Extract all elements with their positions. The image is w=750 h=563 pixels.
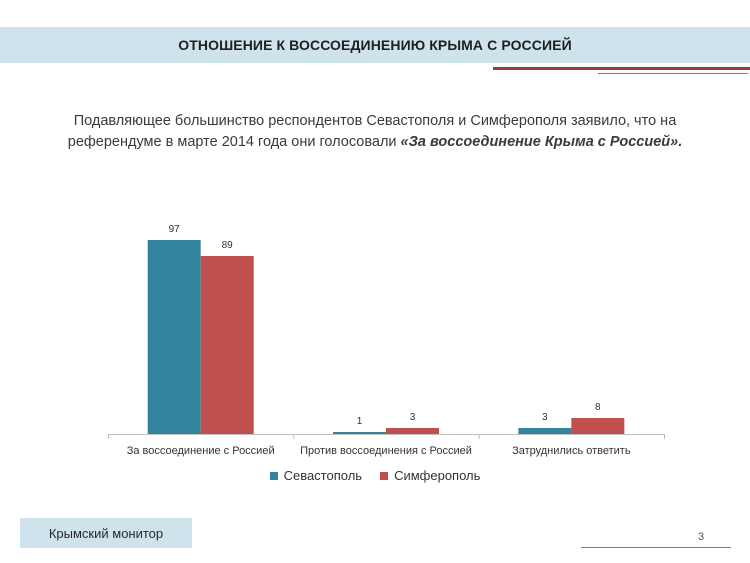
footer-brand: Крымский монитор <box>20 518 192 548</box>
legend-label-sevastopol: Севастополь <box>283 468 363 483</box>
page-title: ОТНОШЕНИЕ К ВОССОЕДИНЕНИЮ КРЫМА С РОССИЕ… <box>178 37 572 53</box>
data-label-sevastopol-1: 97 <box>169 224 181 235</box>
legend-label-simferopol: Симферополь <box>394 468 481 483</box>
title-bar: ОТНОШЕНИЕ К ВОССОЕДИНЕНИЮ КРЫМА С РОССИЕ… <box>0 27 750 63</box>
category-label-2: Против воссоединения с Россией <box>300 445 472 457</box>
data-label-sevastopol-3: 3 <box>542 412 548 423</box>
chart-legend: Севастополь Симферополь <box>0 468 750 483</box>
intro-sentence: Подавляющее большинство респондентов Сев… <box>67 113 677 150</box>
page-number: 3 <box>698 531 705 543</box>
data-label-simferopol-1: 89 <box>222 240 234 251</box>
bar-simferopol-1 <box>200 256 254 434</box>
data-label-simferopol-3: 8 <box>595 402 601 413</box>
legend-item-simferopol: Симферополь <box>380 468 480 483</box>
bar-sevastopol-1 <box>147 240 201 434</box>
bar-sevastopol-2 <box>333 432 386 434</box>
bar-sevastopol-3 <box>518 428 572 434</box>
legend-item-sevastopol: Севастополь <box>269 468 363 483</box>
category-label-1: За воссоединение с Россией <box>127 445 275 457</box>
category-label-3: Затруднились ответить <box>512 445 631 457</box>
header-rule-blue <box>598 73 748 74</box>
header-rule-red <box>493 67 750 70</box>
data-label-simferopol-2: 3 <box>410 412 416 423</box>
intro-emphasis: «За воссоединение Крыма с Россией». <box>400 134 683 150</box>
bar-simferopol-2 <box>386 428 439 434</box>
data-label-sevastopol-2: 1 <box>357 416 363 427</box>
footer-rule <box>581 547 731 548</box>
legend-swatch-simferopol <box>380 471 389 480</box>
footer-brand-label: Крымский монитор <box>48 525 164 541</box>
intro-text: Подавляющее большинство респондентов Сев… <box>40 111 710 153</box>
bar-chart: 97 89 За воссоединение с Россией 1 3 Против в… <box>108 224 665 457</box>
legend-swatch-sevastopol <box>269 471 278 480</box>
bar-simferopol-3 <box>571 418 625 434</box>
